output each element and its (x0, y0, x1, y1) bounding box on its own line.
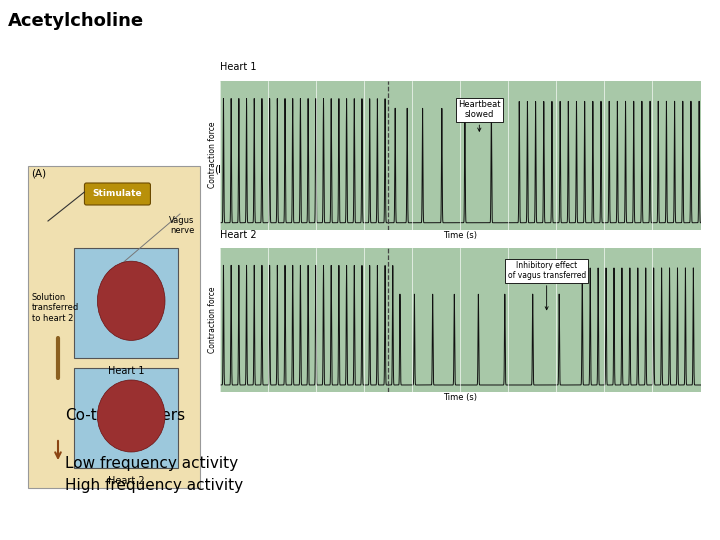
Text: Stimulate: Stimulate (93, 190, 143, 199)
Ellipse shape (97, 261, 165, 340)
Text: Acetylcholine: Acetylcholine (8, 12, 144, 30)
Bar (74, 368, 178, 468)
Text: Solution
transferred
to heart 2: Solution transferred to heart 2 (32, 293, 79, 323)
Text: Heartbeat
slowed: Heartbeat slowed (458, 100, 500, 131)
FancyBboxPatch shape (84, 183, 150, 205)
Text: Stimulate vagus
nerve of heart 1: Stimulate vagus nerve of heart 1 (296, 162, 364, 181)
Bar (74, 248, 178, 358)
Text: Vagus
nerve: Vagus nerve (169, 216, 194, 235)
Text: (A): (A) (31, 168, 46, 178)
Y-axis label: Contraction force: Contraction force (208, 122, 217, 188)
Text: High frequency activity: High frequency activity (65, 478, 243, 493)
FancyBboxPatch shape (28, 166, 200, 488)
X-axis label: Time (s): Time (s) (443, 231, 477, 240)
Text: Low frequency activity: Low frequency activity (65, 456, 238, 471)
Text: Heart 1: Heart 1 (220, 62, 256, 72)
Ellipse shape (97, 380, 165, 452)
Text: Heart 1: Heart 1 (108, 366, 144, 376)
Text: Inhibitory effect
of vagus transferred: Inhibitory effect of vagus transferred (508, 261, 586, 310)
Y-axis label: Contraction force: Contraction force (208, 287, 217, 353)
X-axis label: Time (s): Time (s) (443, 393, 477, 402)
Text: Co-transmitters: Co-transmitters (65, 408, 185, 423)
Text: Heart 2: Heart 2 (220, 230, 256, 240)
Text: Heart 2: Heart 2 (108, 476, 144, 486)
Text: (B): (B) (214, 165, 229, 175)
